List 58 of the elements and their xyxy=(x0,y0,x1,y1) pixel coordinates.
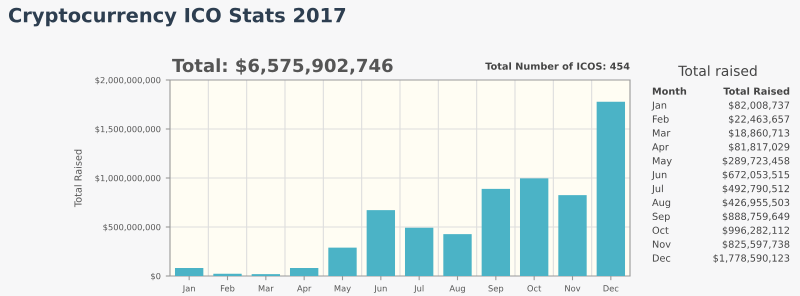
text: Jan xyxy=(651,102,666,111)
text: Jun xyxy=(651,171,666,180)
x-tick-label: Sep xyxy=(488,285,504,294)
x-tick-label: May xyxy=(334,285,351,294)
x-tick-label: Aug xyxy=(449,285,465,294)
text: Sep xyxy=(652,212,670,222)
bar xyxy=(596,102,626,276)
text: $888,759,649 xyxy=(722,212,790,222)
text: Total Raised xyxy=(723,87,790,95)
text: Total raised xyxy=(678,65,756,76)
text: $672,053,515 xyxy=(722,170,790,180)
text: May xyxy=(652,157,672,166)
chart-title: Cryptocurrency ICO Stats 2017 xyxy=(8,8,346,26)
x-tick-label: Jun xyxy=(374,285,387,294)
text: $81,817,029 xyxy=(728,142,790,152)
text: Month xyxy=(652,87,686,95)
text: $492,790,512 xyxy=(722,184,790,194)
text: Apr xyxy=(652,143,669,152)
text: Oct xyxy=(652,226,669,234)
x-tick-label: Feb xyxy=(220,285,234,292)
text: $996,282,112 xyxy=(722,226,790,236)
x-tick-label: Jan xyxy=(182,285,195,294)
x-tick-label: Apr xyxy=(297,285,312,294)
text: Aug xyxy=(652,198,670,208)
bar xyxy=(290,268,318,276)
text: $22,463,657 xyxy=(728,115,790,124)
x-tick-label: Dec xyxy=(604,285,618,292)
y-axis-title: Total Raised xyxy=(74,150,82,208)
text: Nov xyxy=(652,240,671,248)
bar xyxy=(174,268,204,276)
bar xyxy=(404,228,434,276)
y-tick-label: $1,500,000,000 xyxy=(95,126,160,134)
y-tick-label: $1,000,000,000 xyxy=(95,174,160,182)
bar xyxy=(366,210,396,276)
text: $426,955,503 xyxy=(722,198,790,208)
x-tick-label: Oct xyxy=(527,285,542,292)
text: $1,778,590,123 xyxy=(713,254,790,264)
x-tick-label: Jul xyxy=(414,285,424,294)
text: $82,008,737 xyxy=(728,101,790,110)
bar xyxy=(520,178,548,276)
y-tick-label: $500,000,000 xyxy=(103,224,160,232)
bar xyxy=(328,248,357,276)
text: Total: $6,575,902,746 xyxy=(172,58,393,75)
text: $825,597,738 xyxy=(722,240,790,250)
y-tick-label: $2,000,000,000 xyxy=(95,76,160,84)
y-tick-label: $0 xyxy=(151,272,160,280)
bar xyxy=(558,195,587,276)
text: $18,860,713 xyxy=(728,129,790,138)
bar xyxy=(482,188,510,276)
text: Total Number of ICOS: 454 xyxy=(485,62,630,70)
text: Feb xyxy=(652,115,669,123)
text: Dec xyxy=(652,254,670,262)
text: Jul xyxy=(651,184,663,194)
x-tick-label: Mar xyxy=(258,285,274,292)
bar xyxy=(443,234,472,276)
text: Mar xyxy=(652,129,670,137)
text: $289,723,458 xyxy=(722,156,790,166)
x-tick-label: Nov xyxy=(565,285,580,292)
